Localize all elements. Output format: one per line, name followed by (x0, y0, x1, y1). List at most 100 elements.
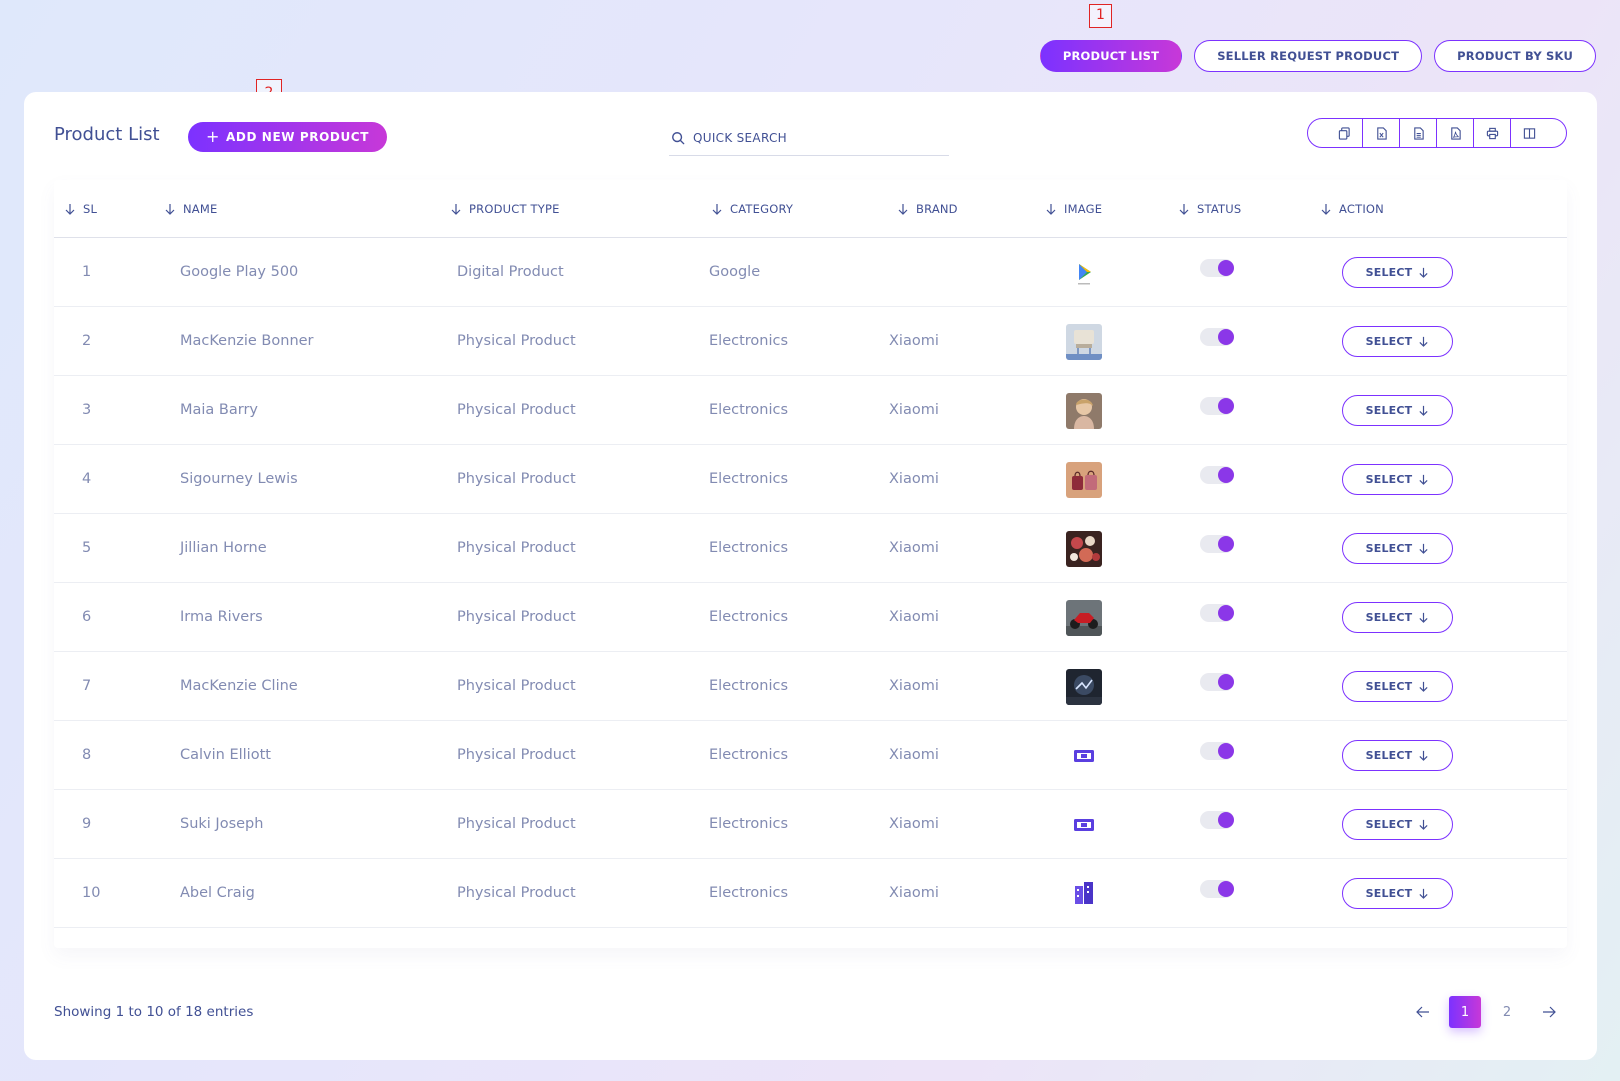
header-image[interactable]: IMAGE (1045, 202, 1102, 216)
select-action-button[interactable]: SELECT (1342, 740, 1453, 771)
status-toggle[interactable] (1200, 466, 1234, 484)
cell-name: Jillian Horne (180, 540, 267, 556)
toggle-knob (1218, 260, 1234, 276)
select-action-button[interactable]: SELECT (1342, 878, 1453, 909)
product-image (1066, 876, 1102, 912)
select-label: SELECT (1365, 611, 1413, 624)
select-action-button[interactable]: SELECT (1342, 326, 1453, 357)
arrow-right-icon (1543, 1006, 1556, 1018)
pagination-page-2[interactable]: 2 (1502, 1004, 1512, 1020)
arrow-down-icon (1419, 474, 1428, 485)
select-action-button[interactable]: SELECT (1342, 602, 1453, 633)
cell-product-type: Physical Product (457, 540, 576, 556)
select-label: SELECT (1365, 335, 1413, 348)
cell-name: Calvin Elliott (180, 747, 271, 763)
header-brand[interactable]: BRAND (897, 202, 958, 216)
cell-category: Electronics (709, 816, 789, 832)
header-brand-label: BRAND (916, 202, 958, 216)
select-action-button[interactable]: SELECT (1342, 395, 1453, 426)
table-row: 2 MacKenzie Bonner Physical Product Electro… (54, 307, 1567, 376)
cell-brand: Xiaomi (889, 402, 939, 418)
toggle-knob (1218, 467, 1234, 483)
dark-photo (1066, 669, 1102, 705)
tab-product-list[interactable]: PRODUCT LIST (1039, 40, 1183, 72)
annotation-marker-1: 1 (1089, 4, 1112, 28)
print-button[interactable] (1474, 119, 1511, 147)
table-row: 7 MacKenzie Cline Physical Product Electron… (54, 652, 1567, 721)
toggle-knob (1218, 674, 1234, 690)
table-row: 8 Calvin Elliott Physical Product Electroni… (54, 721, 1567, 790)
header-status[interactable]: STATUS (1178, 202, 1241, 216)
monitor-icon (1066, 738, 1102, 774)
header-product-type[interactable]: PRODUCT TYPE (450, 202, 560, 216)
cell-product-type: Physical Product (457, 609, 576, 625)
cell-product-type: Digital Product (457, 264, 564, 280)
header-category-label: CATEGORY (730, 202, 794, 216)
sort-arrow-icon (1179, 204, 1189, 215)
status-toggle[interactable] (1200, 742, 1234, 760)
copy-icon (1338, 126, 1350, 140)
excel-button[interactable] (1363, 119, 1400, 147)
status-toggle[interactable] (1200, 673, 1234, 691)
header-name[interactable]: NAME (164, 202, 217, 216)
table-row: 10 Abel Craig Physical Product Electronics X… (54, 859, 1567, 928)
status-toggle[interactable] (1200, 259, 1234, 277)
select-action-button[interactable]: SELECT (1342, 671, 1453, 702)
cell-name: MacKenzie Cline (180, 678, 298, 694)
cell-category: Electronics (709, 540, 789, 556)
pdf-button[interactable] (1437, 119, 1474, 147)
cell-sl: 8 (82, 747, 92, 763)
select-action-button[interactable]: SELECT (1342, 464, 1453, 495)
arrow-down-icon (1419, 336, 1428, 347)
header-sl[interactable]: SL (64, 202, 97, 216)
arrow-down-icon (1419, 543, 1428, 554)
cell-category: Electronics (709, 402, 789, 418)
cell-brand: Xiaomi (889, 471, 939, 487)
quick-search-input[interactable]: QUICK SEARCH (669, 120, 949, 156)
cell-product-type: Physical Product (457, 885, 576, 901)
pagination-page-1[interactable]: 1 (1449, 996, 1481, 1028)
arrow-down-icon (1419, 888, 1428, 899)
cell-product-type: Physical Product (457, 678, 576, 694)
column-visibility-button[interactable] (1511, 119, 1548, 147)
cell-product-type: Physical Product (457, 747, 576, 763)
table-row: 6 Irma Rivers Physical Product Electronics X… (54, 583, 1567, 652)
pagination-prev-button[interactable] (1407, 996, 1439, 1028)
header-product-type-label: PRODUCT TYPE (469, 202, 560, 216)
status-toggle[interactable] (1200, 397, 1234, 415)
status-toggle[interactable] (1200, 604, 1234, 622)
status-toggle[interactable] (1200, 535, 1234, 553)
header-action[interactable]: ACTION (1320, 202, 1384, 216)
arrow-down-icon (1419, 612, 1428, 623)
toggle-knob (1218, 536, 1234, 552)
cell-category: Electronics (709, 747, 789, 763)
cell-sl: 5 (82, 540, 92, 556)
select-label: SELECT (1365, 266, 1413, 279)
tab-seller-request-product[interactable]: SELLER REQUEST PRODUCT (1194, 40, 1423, 72)
copy-button[interactable] (1326, 119, 1363, 147)
status-toggle[interactable] (1200, 328, 1234, 346)
status-toggle[interactable] (1200, 880, 1234, 898)
product-image (1066, 531, 1102, 567)
select-action-button[interactable]: SELECT (1342, 533, 1453, 564)
cell-sl: 3 (82, 402, 92, 418)
select-action-button[interactable]: SELECT (1342, 809, 1453, 840)
cell-brand: Xiaomi (889, 540, 939, 556)
header-category[interactable]: CATEGORY (711, 202, 793, 216)
status-toggle[interactable] (1200, 811, 1234, 829)
food-photo (1066, 531, 1102, 567)
add-new-product-button[interactable]: + ADD NEW PRODUCT (188, 122, 387, 152)
pagination-next-button[interactable] (1533, 996, 1565, 1028)
monitor-icon (1066, 807, 1102, 843)
csv-button[interactable] (1400, 119, 1437, 147)
tab-product-by-sku[interactable]: PRODUCT BY SKU (1434, 40, 1596, 72)
cell-name: Suki Joseph (180, 816, 264, 832)
cell-brand: Xiaomi (889, 885, 939, 901)
select-label: SELECT (1365, 749, 1413, 762)
arrow-down-icon (1419, 819, 1428, 830)
product-table: SL NAME PRODUCT TYPE CATEGORY BRAND IMAG… (54, 180, 1567, 948)
table-row: 1 Google Play 500 Digital Product Google SEL… (54, 238, 1567, 307)
header-status-label: STATUS (1197, 202, 1242, 216)
cell-brand: Xiaomi (889, 678, 939, 694)
select-action-button[interactable]: SELECT (1342, 257, 1453, 288)
